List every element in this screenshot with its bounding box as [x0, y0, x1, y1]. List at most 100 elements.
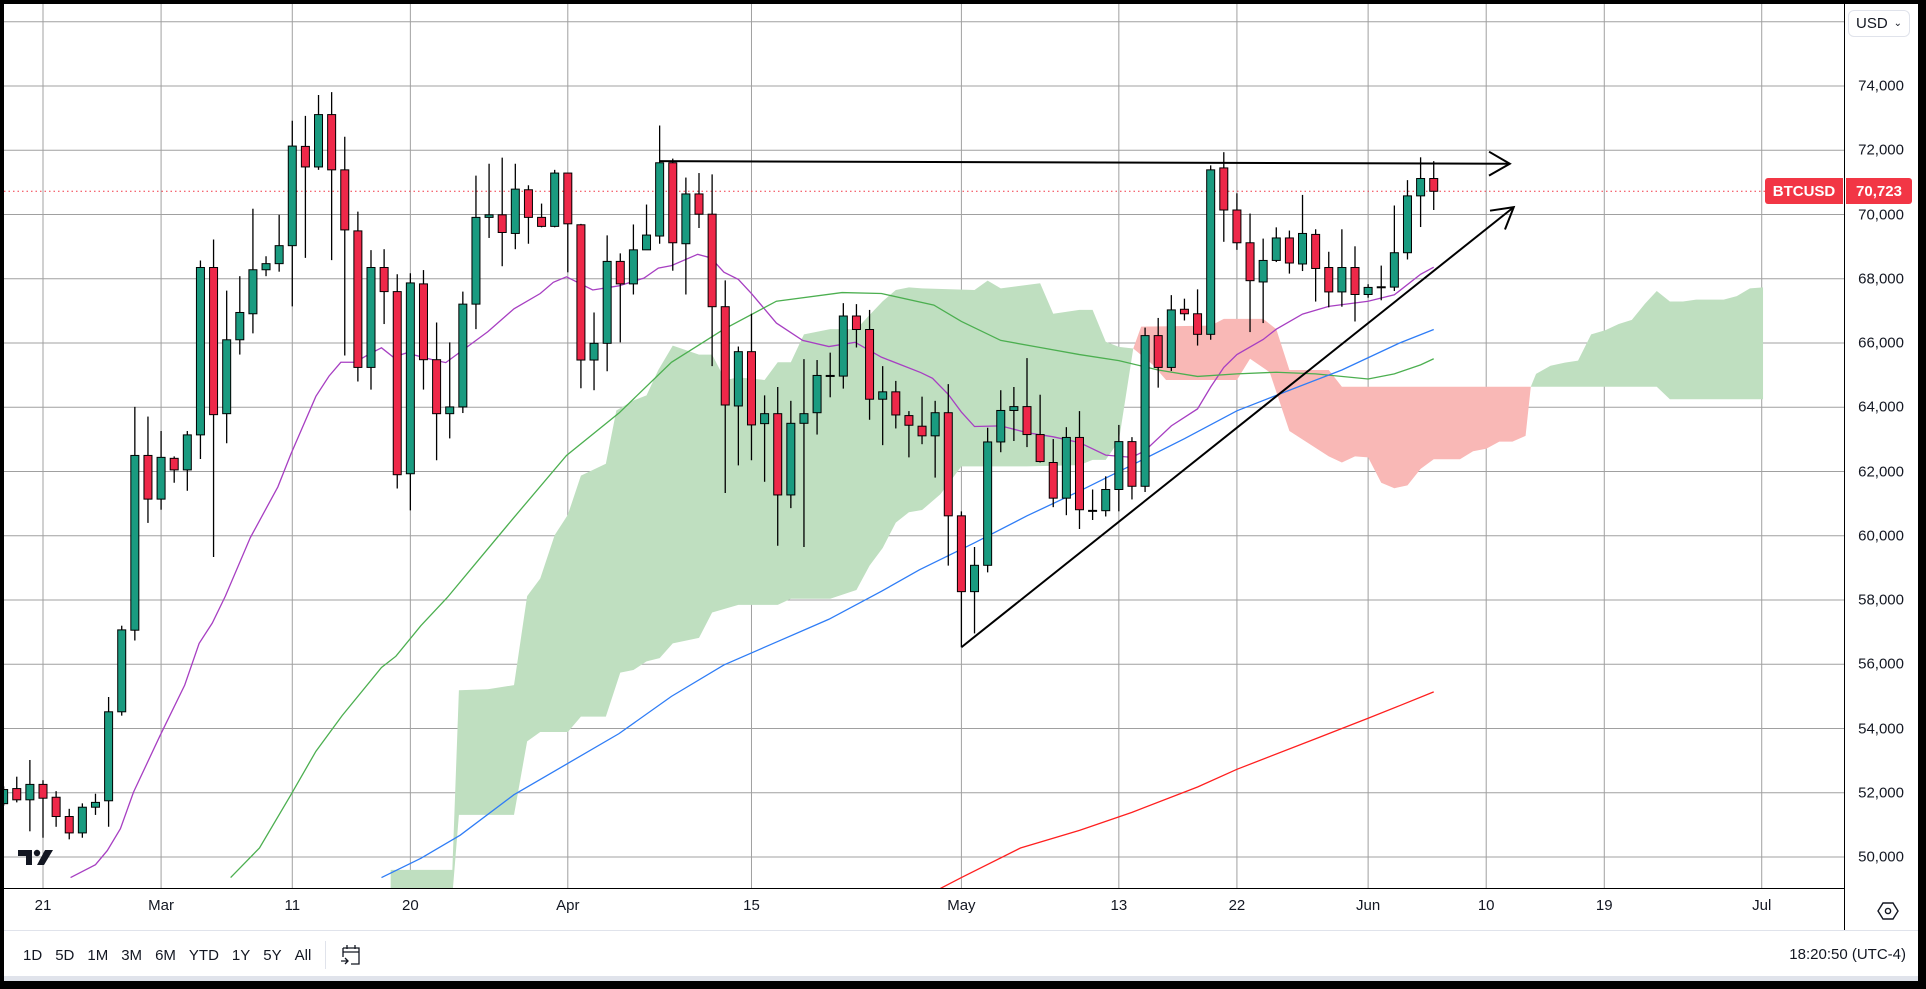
arrowhead-icon — [1489, 205, 1516, 230]
range-1d-button[interactable]: 1D — [23, 946, 43, 964]
ma-red-line — [939, 691, 1434, 888]
candle-body-down — [418, 283, 428, 361]
candle-body-up — [1101, 488, 1111, 512]
candle — [1022, 358, 1032, 448]
arrowhead-icon — [1488, 150, 1512, 177]
bottom-edge — [4, 976, 1918, 981]
candle-body-up — [130, 454, 140, 631]
go-to-date-calendar-icon[interactable] — [338, 942, 364, 968]
candle — [1166, 295, 1176, 371]
candle-body-up — [930, 412, 940, 437]
candle-body-up — [471, 216, 481, 305]
candle-body-up — [195, 267, 205, 436]
cloud-bullish-2 — [1530, 287, 1764, 400]
candle-body-down — [1074, 436, 1084, 511]
candle — [773, 387, 783, 546]
candle-body-up — [1389, 252, 1399, 288]
candle — [1114, 424, 1124, 512]
candle-body-down — [1127, 441, 1137, 487]
candle — [1376, 265, 1386, 301]
candle — [694, 173, 704, 228]
range-5y-button[interactable]: 5Y — [263, 946, 282, 964]
currency-selector[interactable]: USD ⌄ — [1848, 10, 1910, 37]
candle-body-down — [825, 374, 835, 377]
candle — [707, 174, 717, 367]
candle — [1127, 437, 1137, 500]
candle — [642, 204, 652, 251]
candle-body-up — [1337, 267, 1347, 293]
range-1y-button[interactable]: 1Y — [231, 946, 251, 964]
candle-body-up — [104, 711, 114, 802]
chart-window: 74,000 72,000 70,000 68,000 66,000 64,000 62,0… — [4, 4, 1918, 981]
candle — [117, 625, 127, 716]
range-1m-button[interactable]: 1M — [87, 946, 109, 964]
clock-timezone[interactable]: 18:20:50 (UTC-4) — [1789, 946, 1906, 963]
time-axis-label: 20 — [402, 897, 419, 914]
candle — [615, 253, 625, 343]
candle-body-down — [668, 162, 678, 244]
last-price-symbol-label: BTCUSD — [1765, 178, 1843, 205]
candle — [353, 211, 363, 382]
candle — [1298, 194, 1308, 272]
candle-body-up — [182, 434, 192, 471]
candle — [746, 313, 756, 461]
candle-body-down — [353, 230, 363, 368]
price-axis-label: 58,000 — [1858, 591, 1904, 609]
candle-body-up — [1258, 259, 1268, 283]
candle — [1337, 229, 1347, 307]
candle-body-down — [1324, 267, 1334, 293]
range-all-button[interactable]: All — [294, 946, 312, 964]
candle — [182, 431, 192, 491]
candle-body-down — [169, 457, 179, 471]
tradingview-logo[interactable] — [18, 848, 58, 868]
candle-body-up — [287, 145, 297, 247]
candle-body-down — [1284, 237, 1294, 264]
candle — [1232, 193, 1242, 250]
settings-icon[interactable] — [1877, 900, 1899, 922]
candle-body-up — [1061, 436, 1071, 499]
candle-body-up — [510, 188, 520, 234]
candle-body-up — [550, 172, 560, 227]
candle — [970, 546, 980, 634]
candle — [799, 359, 809, 547]
time-axis-label: 19 — [1595, 897, 1613, 914]
price-axis-border — [1844, 4, 1845, 930]
drawing-line — [659, 160, 1510, 165]
candle-body-up — [1363, 286, 1373, 295]
candle-body-down — [1245, 242, 1255, 282]
time-axis-label: 10 — [1477, 897, 1495, 914]
candle-body-down — [379, 267, 389, 293]
candle-body-down — [943, 412, 953, 517]
candle-body-up — [1298, 232, 1308, 265]
candle-body-down — [340, 169, 350, 231]
candle — [838, 303, 848, 389]
candle — [1074, 411, 1084, 530]
candle-body-up — [117, 629, 127, 713]
candle — [104, 697, 114, 827]
range-3m-button[interactable]: 3M — [121, 946, 143, 964]
candle-body-up — [1402, 195, 1412, 254]
candle-body-down — [563, 172, 573, 225]
candle-body-down — [327, 114, 337, 171]
range-5d-button[interactable]: 5D — [55, 946, 75, 964]
candle — [1206, 165, 1216, 340]
candle — [1363, 284, 1373, 298]
candle — [996, 390, 1006, 453]
chart-plot-area[interactable] — [4, 4, 1918, 930]
candle — [4, 786, 9, 806]
candle — [1009, 387, 1019, 441]
candle — [195, 260, 205, 459]
candle-body-down — [1311, 233, 1321, 269]
candle — [287, 120, 297, 307]
candle-body-up — [878, 391, 888, 400]
candle — [1140, 327, 1150, 493]
range-ytd-button[interactable]: YTD — [188, 946, 219, 964]
range-6m-button[interactable]: 6M — [155, 946, 176, 964]
candle-body-up — [733, 351, 743, 407]
candle-body-down — [1153, 335, 1163, 368]
price-axis-label: 50,000 — [1858, 848, 1904, 866]
price-axis-label: 68,000 — [1858, 270, 1904, 288]
candle — [379, 249, 389, 325]
candle — [1402, 180, 1412, 260]
candle-body-down — [300, 145, 310, 168]
